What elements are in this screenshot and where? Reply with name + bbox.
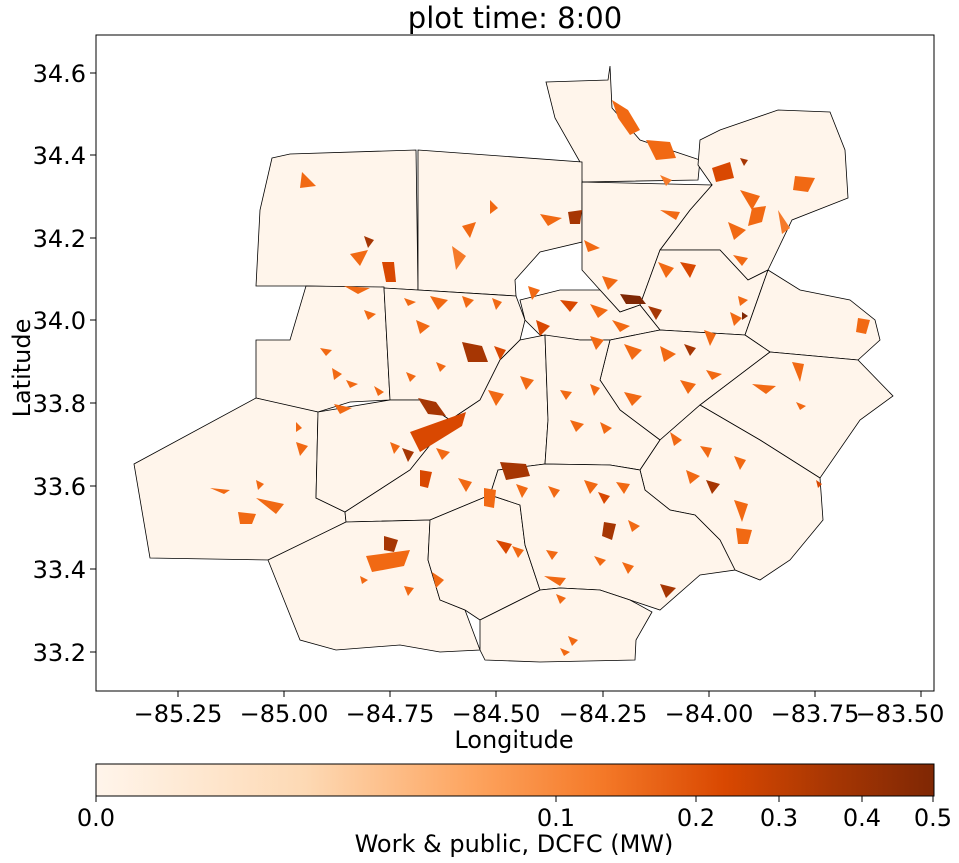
x-tick-label: −83.50 <box>856 700 945 728</box>
county-boundary <box>479 587 653 663</box>
y-tick-label: 33.2 <box>33 639 86 667</box>
x-tick-label: −85.25 <box>134 700 223 728</box>
colorbar-gradient <box>95 763 935 797</box>
y-axis: 34.6 34.4 34.2 34.0 33.8 33.6 33.4 33.2 … <box>8 60 96 667</box>
y-tick-label: 34.2 <box>33 225 86 253</box>
y-tick-label: 33.6 <box>33 473 86 501</box>
colorbar-tick-label: 0.4 <box>843 804 881 832</box>
colorbar-tick-label: 0.3 <box>760 804 798 832</box>
colorbar: 0.0 0.1 0.2 0.3 0.4 0.5 Work & public, D… <box>77 763 952 858</box>
charging-zones <box>210 100 870 656</box>
x-tick-label: −84.25 <box>559 700 648 728</box>
y-tick-label: 34.0 <box>33 307 86 335</box>
y-tick-label: 33.8 <box>33 390 86 418</box>
plot-title: plot time: 8:00 <box>408 1 622 35</box>
x-tick-label: −84.50 <box>452 700 541 728</box>
colorbar-tick-label: 0.5 <box>914 804 952 832</box>
y-tick-label: 34.6 <box>33 60 86 88</box>
y-tick-label: 34.4 <box>33 142 86 170</box>
x-tick-label: −83.75 <box>771 700 860 728</box>
colorbar-tick-label: 0.0 <box>77 804 115 832</box>
x-axis: −85.25 −85.00 −84.75 −84.50 −84.25 −84.0… <box>134 691 945 754</box>
x-axis-label: Longitude <box>454 726 573 754</box>
x-tick-label: −84.00 <box>665 700 754 728</box>
y-axis-label: Latitude <box>8 319 36 418</box>
colorbar-tick-label: 0.2 <box>677 804 715 832</box>
colorbar-tick-label: 0.1 <box>537 804 575 832</box>
colorbar-label: Work & public, DCFC (MW) <box>355 830 674 858</box>
y-tick-label: 33.4 <box>33 556 86 584</box>
x-tick-label: −85.00 <box>240 700 329 728</box>
x-tick-label: −84.75 <box>346 700 435 728</box>
